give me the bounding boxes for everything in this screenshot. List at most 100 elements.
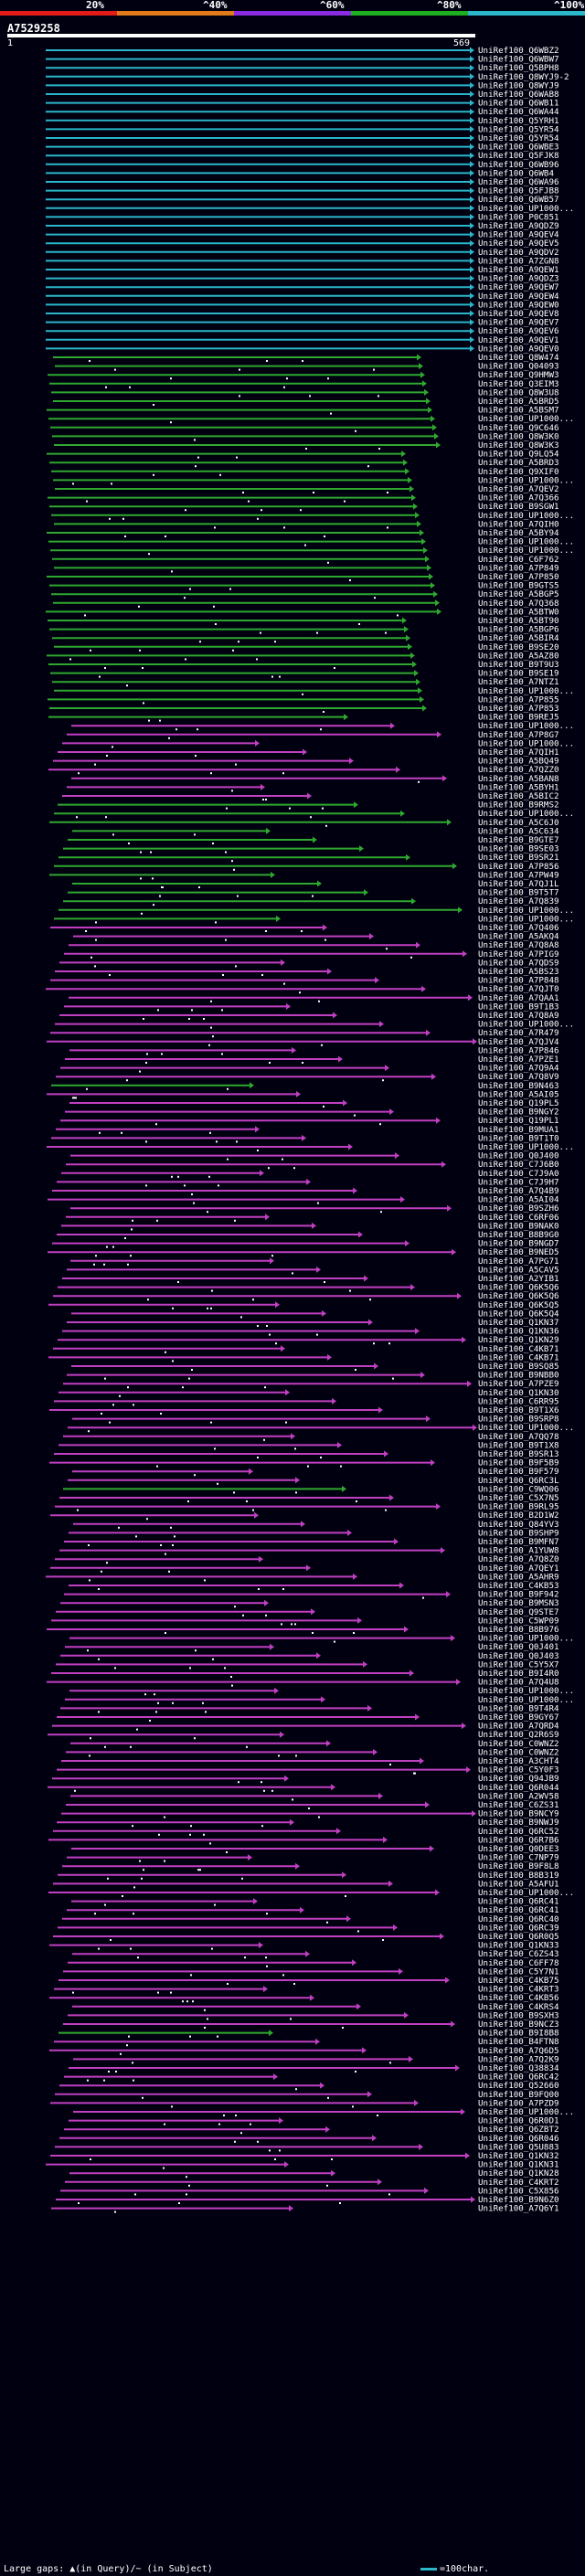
- hit-label[interactable]: UniRef100_B9RMS2: [478, 800, 559, 811]
- hit-label[interactable]: UniRef100_B9NAK0: [478, 1221, 559, 1231]
- hit-label[interactable]: UniRef100_UP1000...: [478, 1142, 574, 1152]
- hit-row[interactable]: UniRef100_Q6RC39: [58, 1923, 559, 1933]
- hit-row[interactable]: UniRef100_A5CAV5: [67, 1265, 559, 1275]
- hit-label[interactable]: UniRef100_UP1000...: [478, 809, 574, 819]
- hit-row[interactable]: UniRef100_A7P855: [48, 694, 559, 705]
- hit-label[interactable]: UniRef100_A7QZZ0: [478, 765, 559, 775]
- hit-row[interactable]: UniRef100_B9F942: [64, 1590, 559, 1600]
- hit-row[interactable]: UniRef100_A7Q6Y1: [51, 2204, 559, 2214]
- hit-row[interactable]: UniRef100_A5C634: [72, 826, 559, 836]
- hit-label[interactable]: UniRef100_Q6R044: [478, 1783, 559, 1793]
- hit-label[interactable]: UniRef100_Q1KN29: [478, 1335, 559, 1345]
- hit-row[interactable]: UniRef100_Q6WB11: [46, 99, 559, 109]
- hit-row[interactable]: UniRef100_UP1000...: [69, 1686, 574, 1696]
- hit-row[interactable]: UniRef100_B9SQ85: [71, 1362, 559, 1372]
- hit-label[interactable]: UniRef100_Q1KN32: [478, 2151, 559, 2161]
- hit-label[interactable]: UniRef100_B9SE03: [478, 844, 559, 854]
- hit-label[interactable]: UniRef100_A5BIR4: [478, 633, 559, 643]
- hit-label[interactable]: UniRef100_C5X856: [478, 2186, 559, 2196]
- hit-label[interactable]: UniRef100_B9NGD7: [478, 1239, 559, 1249]
- hit-row[interactable]: UniRef100_C7J9H7: [57, 1177, 559, 1187]
- hit-row[interactable]: UniRef100_A5AKQ4: [73, 932, 559, 942]
- hit-label[interactable]: UniRef100_A5AFU1: [478, 1879, 559, 1889]
- hit-label[interactable]: UniRef100_Q5BPH8: [478, 63, 559, 73]
- hit-label[interactable]: UniRef100_A7QJV4: [478, 1037, 559, 1047]
- hit-row[interactable]: UniRef100_UP1000...: [54, 686, 574, 696]
- hit-row[interactable]: UniRef100_A7Q8V9: [56, 1072, 559, 1082]
- hit-row[interactable]: UniRef100_A9QEV6: [46, 326, 559, 336]
- hit-row[interactable]: UniRef100_C9WQ06: [63, 1484, 559, 1494]
- hit-label[interactable]: UniRef100_Q04093: [478, 362, 559, 372]
- hit-label[interactable]: UniRef100_Q9STE7: [478, 1607, 559, 1617]
- hit-label[interactable]: UniRef100_B9MUA1: [478, 1125, 559, 1135]
- hit-row[interactable]: UniRef100_B9GTS5: [49, 581, 559, 591]
- hit-label[interactable]: UniRef100_Q6RC42: [478, 2072, 559, 2083]
- hit-row[interactable]: UniRef100_A5C6J0: [49, 818, 559, 828]
- hit-row[interactable]: UniRef100_B9T1X8: [58, 1440, 559, 1450]
- hit-row[interactable]: UniRef100_A9QEV5: [46, 239, 559, 249]
- hit-row[interactable]: UniRef100_Q6WBE3: [46, 143, 559, 153]
- hit-row[interactable]: UniRef100_C5Y5X7: [56, 1659, 559, 1670]
- hit-row[interactable]: UniRef100_Q6WB96: [46, 160, 559, 170]
- hit-label[interactable]: UniRef100_A5C6J0: [478, 818, 559, 828]
- hit-row[interactable]: UniRef100_B9SE20: [54, 642, 559, 652]
- hit-label[interactable]: UniRef100_A7Q4B9: [478, 1186, 559, 1196]
- hit-label[interactable]: UniRef100_A5BQ49: [478, 757, 559, 767]
- hit-row[interactable]: UniRef100_C7J9A0: [61, 1169, 559, 1179]
- hit-label[interactable]: UniRef100_A9QEV7: [478, 318, 559, 328]
- hit-label[interactable]: UniRef100_B9T1T0: [478, 1133, 559, 1143]
- hit-row[interactable]: UniRef100_A5BS23: [55, 967, 559, 977]
- hit-label[interactable]: UniRef100_Q9LQ54: [478, 450, 559, 460]
- hit-row[interactable]: UniRef100_B9I8B8: [58, 2029, 559, 2039]
- hit-label[interactable]: UniRef100_A7P848: [478, 976, 559, 986]
- hit-label[interactable]: UniRef100_A7Q4U8: [478, 1678, 559, 1688]
- hit-label[interactable]: UniRef100_B9SXH3: [478, 2010, 559, 2020]
- hit-label[interactable]: UniRef100_A5AHR9: [478, 1572, 559, 1582]
- hit-row[interactable]: UniRef100_C4KRT3: [54, 1985, 559, 1995]
- hit-row[interactable]: UniRef100_C0WNZ2: [70, 1739, 559, 1749]
- hit-label[interactable]: UniRef100_Q6WB57: [478, 195, 559, 205]
- hit-row[interactable]: UniRef100_UP1000...: [71, 721, 574, 731]
- hit-label[interactable]: UniRef100_A7PZE1: [478, 1055, 559, 1065]
- hit-row[interactable]: UniRef100_A5BSM7: [47, 406, 559, 416]
- hit-row[interactable]: UniRef100_B9SE19: [50, 669, 559, 679]
- hit-row[interactable]: UniRef100_C5X7N5: [59, 1493, 559, 1503]
- hit-row[interactable]: UniRef100_C5Y7N1: [63, 1966, 559, 1977]
- hit-label[interactable]: UniRef100_A9QDZ9: [478, 221, 559, 231]
- hit-label[interactable]: UniRef100_A9QEW0: [478, 300, 559, 310]
- hit-row[interactable]: UniRef100_C7NP79: [67, 1853, 559, 1863]
- hit-label[interactable]: UniRef100_B9MSN3: [478, 1598, 559, 1608]
- hit-row[interactable]: UniRef100_B9SHP9: [69, 1528, 559, 1538]
- hit-label[interactable]: UniRef100_A5BSM7: [478, 406, 559, 416]
- hit-label[interactable]: UniRef100_B8B319: [478, 1871, 559, 1881]
- hit-label[interactable]: UniRef100_B9N463: [478, 1081, 559, 1091]
- hit-label[interactable]: UniRef100_A7Q8Z0: [478, 1554, 559, 1564]
- hit-label[interactable]: UniRef100_A7QIH0: [478, 519, 559, 529]
- hit-row[interactable]: UniRef100_Q6R0Q5: [53, 1932, 559, 1942]
- hit-row[interactable]: UniRef100_Q6RC40: [62, 1914, 559, 1924]
- hit-label[interactable]: UniRef100_A7P849: [478, 563, 559, 573]
- hit-label[interactable]: UniRef100_B9T4R4: [478, 1703, 559, 1713]
- hit-label[interactable]: UniRef100_Q8W3U8: [478, 387, 559, 398]
- hit-label[interactable]: UniRef100_B9N6Z0: [478, 2195, 559, 2205]
- hit-row[interactable]: UniRef100_B9I4R0: [51, 1669, 559, 1679]
- hit-label[interactable]: UniRef100_A7Q2K9: [478, 2054, 559, 2064]
- hit-label[interactable]: UniRef100_B9REJ5: [478, 713, 559, 723]
- hit-label[interactable]: UniRef100_B9NCY9: [478, 1809, 559, 1819]
- hit-label[interactable]: UniRef100_C4KB75: [478, 1976, 559, 1986]
- hit-label[interactable]: UniRef100_A7P853: [478, 704, 559, 714]
- hit-row[interactable]: UniRef100_A9QEW4: [46, 292, 559, 302]
- hit-row[interactable]: UniRef100_UP1000...: [54, 914, 574, 924]
- hit-row[interactable]: UniRef100_A5BGP6: [49, 625, 559, 635]
- hit-label[interactable]: UniRef100_Q9HMW3: [478, 370, 559, 380]
- hit-label[interactable]: UniRef100_A9QEV0: [478, 344, 559, 354]
- hit-row[interactable]: UniRef100_Q1KN29: [58, 1335, 559, 1345]
- hit-label[interactable]: UniRef100_UP1000...: [478, 2107, 574, 2117]
- hit-row[interactable]: UniRef100_B4FTN8: [54, 2037, 559, 2047]
- hit-label[interactable]: UniRef100_C5WP09: [478, 1616, 559, 1626]
- hit-label[interactable]: UniRef100_Q6K5Q6: [478, 1283, 559, 1293]
- hit-row[interactable]: UniRef100_B9T1T0: [51, 1133, 559, 1143]
- hit-row[interactable]: UniRef100_A5BQ49: [53, 757, 559, 767]
- hit-label[interactable]: UniRef100_A7QRD4: [478, 1722, 559, 1732]
- hit-row[interactable]: UniRef100_UP1000...: [53, 475, 574, 485]
